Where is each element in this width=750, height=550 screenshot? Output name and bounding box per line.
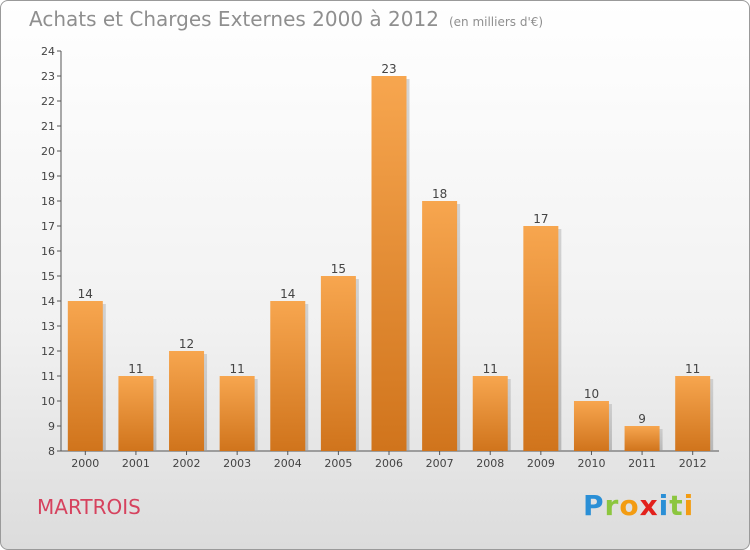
bar-value-label: 14 <box>78 287 93 301</box>
x-tick-label: 2004 <box>274 457 302 470</box>
bar-value-label: 17 <box>533 212 548 226</box>
x-tick-label: 2012 <box>679 457 707 470</box>
y-tick-label: 11 <box>41 370 55 383</box>
bar-value-label: 14 <box>280 287 295 301</box>
y-tick-label: 23 <box>41 70 55 83</box>
bar <box>371 76 407 451</box>
bar <box>270 301 306 451</box>
logo-letter: r <box>604 489 620 522</box>
x-tick-label: 2007 <box>426 457 454 470</box>
y-tick-label: 9 <box>48 420 55 433</box>
bar-value-label: 11 <box>230 362 245 376</box>
y-tick-label: 19 <box>41 170 55 183</box>
y-tick-label: 20 <box>41 145 55 158</box>
y-tick-label: 8 <box>48 445 55 458</box>
y-tick-label: 18 <box>41 195 55 208</box>
x-tick-label: 2003 <box>223 457 251 470</box>
x-tick-label: 2011 <box>628 457 656 470</box>
bar-value-label: 23 <box>381 62 396 76</box>
x-tick-label: 2010 <box>577 457 605 470</box>
x-tick-label: 2001 <box>122 457 150 470</box>
bar <box>219 376 255 451</box>
x-tick-label: 2005 <box>324 457 352 470</box>
bar <box>422 201 458 451</box>
y-tick-label: 16 <box>41 245 55 258</box>
bar-value-label: 11 <box>685 362 700 376</box>
proxiti-logo: Proxiti <box>583 489 694 522</box>
y-tick-label: 14 <box>41 295 55 308</box>
bar <box>573 401 609 451</box>
bar <box>320 276 356 451</box>
bar <box>169 351 205 451</box>
x-tick-label: 2008 <box>476 457 504 470</box>
logo-letter: i <box>683 489 695 522</box>
chart-title: Achats et Charges Externes 2000 à 2012 (e… <box>29 7 543 31</box>
logo-letter: o <box>619 489 640 522</box>
bar-value-label: 11 <box>483 362 498 376</box>
title-text: Achats et Charges Externes 2000 à 2012 <box>29 7 439 31</box>
y-tick-label: 15 <box>41 270 55 283</box>
bar <box>624 426 660 451</box>
bar <box>523 226 559 451</box>
bar-value-label: 9 <box>638 412 646 426</box>
y-tick-label: 24 <box>41 45 55 58</box>
bar <box>472 376 508 451</box>
logo-letter: t <box>669 489 684 522</box>
x-tick-label: 2000 <box>71 457 99 470</box>
bar-value-label: 12 <box>179 337 194 351</box>
unit-label: (en milliers d'€) <box>448 15 544 29</box>
x-tick-label: 2009 <box>527 457 555 470</box>
logo-letter: x <box>639 489 659 522</box>
commune-name: MARTROIS <box>37 495 141 519</box>
bar-value-label: 11 <box>128 362 143 376</box>
bar <box>67 301 103 451</box>
bar <box>675 376 711 451</box>
bar-value-label: 15 <box>331 262 346 276</box>
logo-letter: i <box>658 489 670 522</box>
y-tick-label: 17 <box>41 220 55 233</box>
bar <box>118 376 154 451</box>
y-tick-label: 13 <box>41 320 55 333</box>
x-tick-label: 2006 <box>375 457 403 470</box>
x-tick-label: 2002 <box>173 457 201 470</box>
y-tick-label: 22 <box>41 95 55 108</box>
bar-value-label: 18 <box>432 187 447 201</box>
y-tick-label: 12 <box>41 345 55 358</box>
bar-value-label: 10 <box>584 387 599 401</box>
y-tick-label: 10 <box>41 395 55 408</box>
logo-letter: P <box>583 489 605 522</box>
y-tick-label: 21 <box>41 120 55 133</box>
